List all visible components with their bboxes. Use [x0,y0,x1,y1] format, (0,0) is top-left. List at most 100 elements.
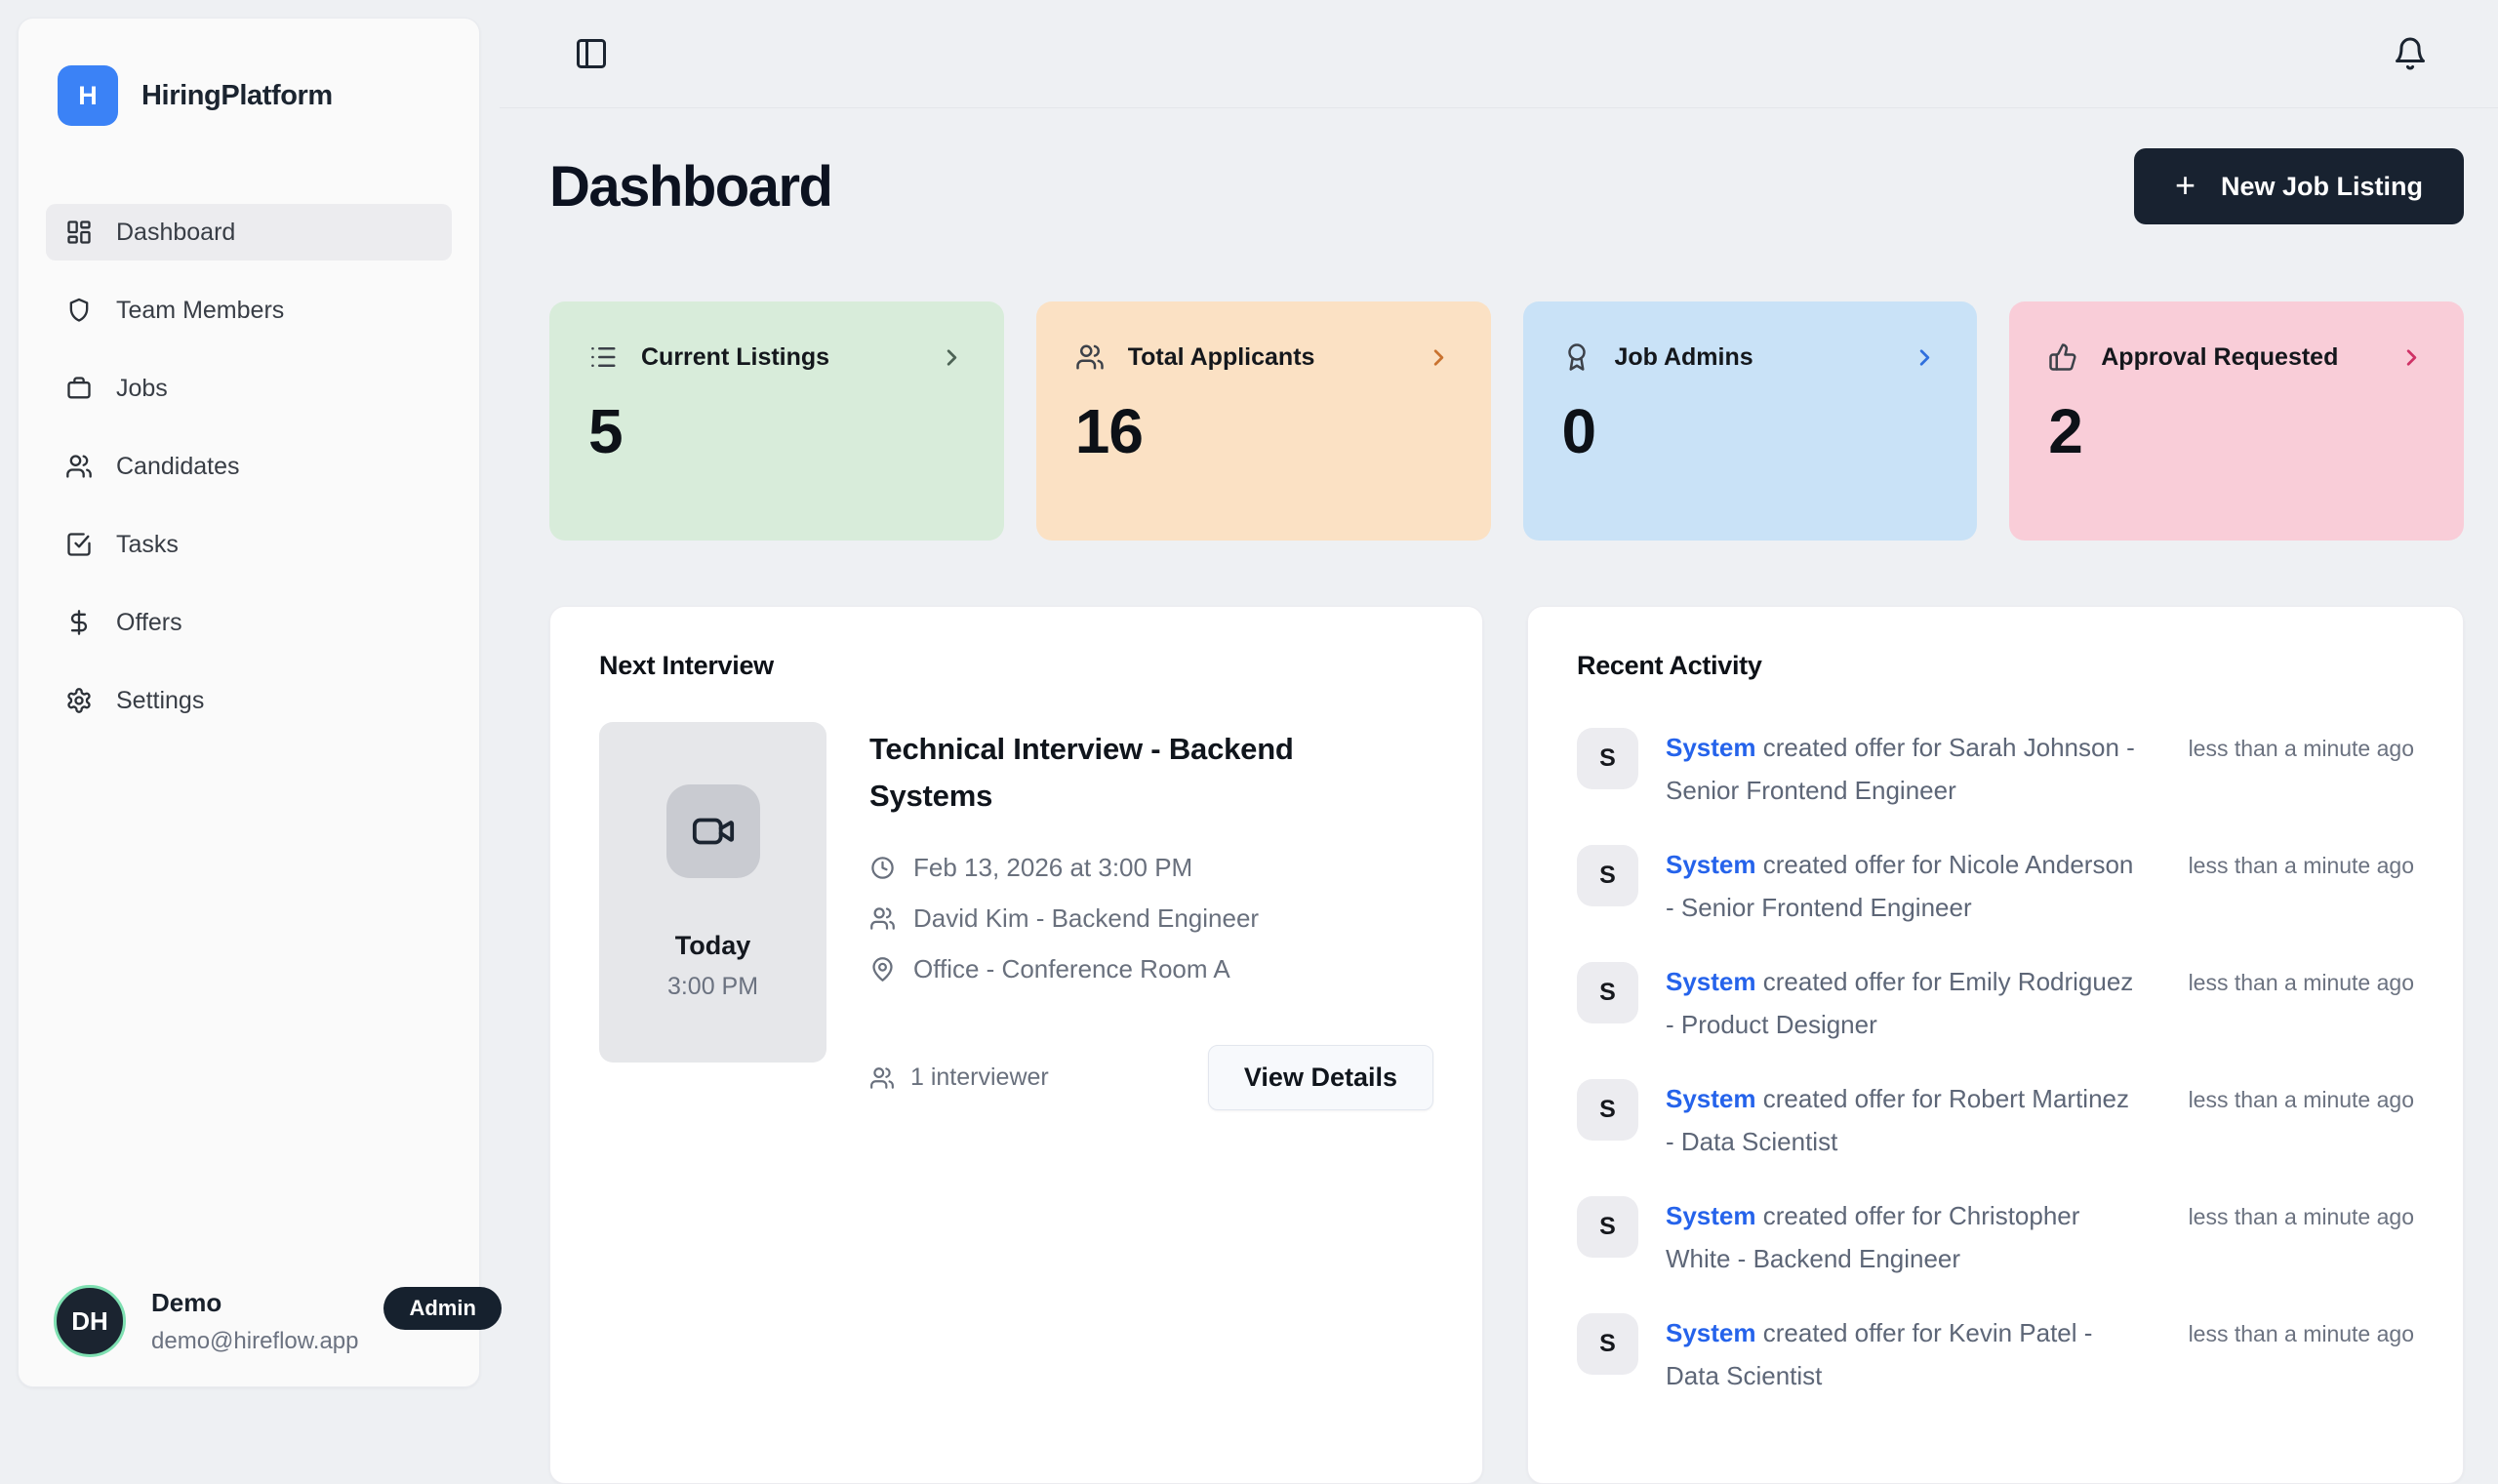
panel-left-icon [577,39,606,68]
brand: H HiringPlatform [46,65,452,126]
activity-description: created offer for Robert Martinez - Data… [1666,1084,2129,1156]
clock-icon [871,857,894,879]
interview-location-row: Office - Conference Room A [869,954,1433,984]
chevron-right-icon [939,344,965,371]
users-icon [66,455,92,478]
activity-description: created offer for Nicole Anderson - Seni… [1666,850,2134,922]
activity-actor[interactable]: System [1666,850,1756,879]
stat-label: Job Admins [1614,342,1753,371]
plus-icon: + [2174,164,2196,205]
sidebar-item-offers[interactable]: Offers [46,594,452,651]
stat-card-total-applicants[interactable]: Total Applicants 16 [1035,301,1491,541]
interview-title: Technical Interview - Backend Systems [869,732,1294,813]
sidebar-item-label: Candidates [116,452,240,480]
shield-icon [69,298,89,322]
sidebar-item-label: Tasks [116,530,179,558]
recent-activity-panel: Recent Activity S System created offer f… [1527,606,2464,1484]
sidebar-item-candidates[interactable]: Candidates [46,438,452,495]
bell-icon [2396,37,2425,70]
sidebar-item-jobs[interactable]: Jobs [46,360,452,417]
interview-person-row: David Kim - Backend Engineer [869,903,1433,934]
stat-value: 0 [1561,396,1597,466]
sidebar-item-label: Offers [116,608,182,636]
stat-card-current-listings[interactable]: Current Listings 5 [549,301,1004,541]
user-name: Demo [151,1287,222,1317]
sidebar-item-dashboard[interactable]: Dashboard [46,204,452,261]
activity-timestamp: less than a minute ago [2188,853,2414,878]
activity-actor[interactable]: System [1666,1084,1756,1113]
activity-item: S System created offer for Christopher W… [1577,1196,2414,1280]
interviewer-count: 1 interviewer [869,1063,1049,1092]
interview-datetime-row: Feb 13, 2026 at 3:00 PM [869,853,1433,883]
activity-timestamp: less than a minute ago [2188,970,2414,995]
activity-item: S System created offer for Nicole Anders… [1577,845,2414,929]
title-row: Dashboard + New Job Listing [549,147,2464,225]
interview-day: Today [674,930,751,960]
activity-actor[interactable]: System [1666,967,1756,996]
briefcase-icon [67,377,91,399]
video-icon [692,818,734,844]
task-icon [67,533,91,556]
dollar-icon [70,610,88,635]
video-icon-box [665,783,760,878]
activity-actor[interactable]: System [1666,1201,1756,1230]
user-profile: DH Demo demo@hireflow.app Admin [46,1285,502,1357]
view-details-button[interactable]: View Details [1207,1045,1433,1110]
activity-item: S System created offer for Emily Rodrigu… [1577,962,2414,1046]
stat-card-approval-requested[interactable]: Approval Requested 2 [2009,301,2464,541]
thumbs-up-icon [2049,343,2076,371]
list-icon [591,347,616,367]
new-job-listing-button[interactable]: + New Job Listing [2133,148,2464,224]
activity-actor[interactable]: System [1666,1318,1756,1347]
stat-card-job-admins[interactable]: Job Admins 0 [1522,301,1978,541]
users-icon [1076,344,1104,370]
stat-label: Approval Requested [2101,342,2339,371]
next-interview-panel: Next Interview Today 3:00 PM Technical I… [549,606,1483,1484]
activity-avatar: S [1577,1196,1638,1258]
sidebar-nav: Dashboard Team Members Jobs Candidates T… [46,204,452,729]
activity-item: S System created offer for Kevin Patel -… [1577,1313,2414,1397]
stat-label: Total Applicants [1127,342,1315,371]
activity-timestamp: less than a minute ago [2188,1204,2414,1229]
activity-timestamp: less than a minute ago [2188,1087,2414,1112]
sidebar-item-label: Dashboard [116,218,236,246]
user-email: demo@hireflow.app [151,1327,359,1354]
stat-label: Current Listings [641,342,830,371]
sidebar-item-team-members[interactable]: Team Members [46,282,452,339]
stat-value: 5 [588,396,624,466]
role-badge: Admin [383,1287,502,1330]
dashboard-columns: Next Interview Today 3:00 PM Technical I… [549,606,2464,1484]
dashboard-icon [67,221,91,244]
activity-avatar: S [1577,1079,1638,1141]
chevron-right-icon [1426,344,1452,371]
gear-icon [67,688,91,713]
next-interview-title: Next Interview [599,651,774,680]
activity-description: created offer for Christopher White - Ba… [1666,1201,2080,1273]
activity-description: created offer for Kevin Patel - Data Sci… [1666,1318,2093,1390]
content: Dashboard + New Job Listing Current List… [500,147,2498,1484]
activity-actor[interactable]: System [1666,733,1756,762]
new-job-listing-label: New Job Listing [2220,171,2423,201]
notifications-button[interactable] [2393,36,2428,71]
activity-description: created offer for Sarah Johnson - Senior… [1666,733,2135,805]
activity-avatar: S [1577,728,1638,789]
interview-datetime: Feb 13, 2026 at 3:00 PM [913,853,1193,882]
stat-cards: Current Listings 5 Total Applicants 16 [549,301,2464,541]
activity-item: S System created offer for Robert Martin… [1577,1079,2414,1163]
activity-description: created offer for Emily Rodriguez - Prod… [1666,967,2134,1039]
activity-timestamp: less than a minute ago [2188,1321,2414,1346]
interview-person: David Kim - Backend Engineer [913,903,1260,933]
recent-activity-title: Recent Activity [1577,651,1762,680]
activity-avatar: S [1577,1313,1638,1375]
sidebar: H HiringPlatform Dashboard Team Members … [18,18,502,1387]
interview-time: 3:00 PM [666,972,759,1000]
main-area: Dashboard + New Job Listing Current List… [500,0,2498,1484]
sidebar-item-settings[interactable]: Settings [46,672,452,729]
avatar: DH [54,1285,126,1357]
sidebar-toggle-button[interactable] [574,36,609,71]
brand-logo: H [58,65,118,126]
sidebar-item-tasks[interactable]: Tasks [46,516,452,573]
activity-timestamp: less than a minute ago [2188,736,2414,761]
activity-avatar: S [1577,962,1638,1023]
activity-list: S System created offer for Sarah Johnson… [1577,728,2414,1397]
